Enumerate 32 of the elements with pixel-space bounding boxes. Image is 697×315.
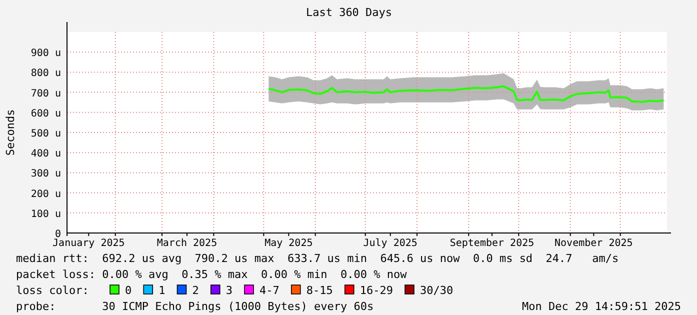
y-tick-label: 400 u: [30, 148, 61, 160]
legend-label: 3: [226, 284, 232, 297]
y-tick-label: 300 u: [30, 168, 61, 180]
text: probe: 30 ICMP Echo Pings (1000 Bytes) every 60s: [16, 300, 374, 313]
legend-label: 16-29: [360, 284, 393, 297]
text: Mon Dec 29 14:59:51 2025: [522, 300, 681, 313]
text: median rtt: 692.2 us avg 790.2 us max 633.7 us min 645.6 us now 0.0 ms sd 24.7 am/s: [16, 252, 619, 265]
x-tick-label: September 2025: [450, 238, 534, 249]
legend-label: 1: [158, 284, 166, 297]
y-tick-label: 600 u: [30, 108, 61, 120]
y-tick-label: 200 u: [30, 188, 61, 200]
legend-label: 2: [192, 284, 199, 297]
y-tick-label: 900 u: [30, 48, 61, 60]
x-tick-label: November 2025: [554, 238, 633, 249]
y-tick-label: 700 u: [30, 88, 61, 100]
text: packet loss: 0.00 % avg 0.35 % max 0.00 % min 0.00 % now: [16, 268, 408, 281]
y-tick-label: 100 u: [30, 208, 61, 220]
x-tick-label: January 2025: [52, 238, 125, 249]
legend-title: loss color:: [16, 284, 89, 297]
y-tick-label: 0: [54, 229, 61, 240]
chart-title: Last 360 Days: [306, 6, 392, 19]
legend-label: 0: [125, 284, 132, 297]
y-tick-label: 800 u: [30, 68, 61, 80]
x-tick-label: May 2025: [264, 238, 313, 249]
y-tick-label: 500 u: [30, 128, 61, 140]
x-tick-label: July 2025: [363, 238, 418, 249]
y-axis-title: Seconds: [4, 109, 17, 156]
legend-label: 4-7: [260, 284, 280, 297]
line-series: [268, 85, 665, 103]
x-tick-label: March 2025: [156, 238, 218, 249]
legend-label: 30/30: [420, 284, 454, 297]
legend-label: 8-15: [306, 284, 333, 297]
